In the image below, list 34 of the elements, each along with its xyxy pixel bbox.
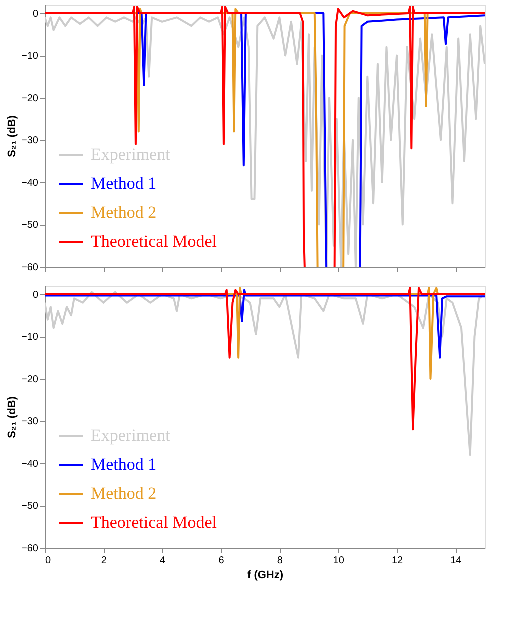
y-tick-label: −50 bbox=[22, 220, 39, 232]
y-tick-label: −50 bbox=[22, 501, 39, 512]
y-tick-label: −10 bbox=[22, 332, 39, 344]
y-tick-label: −20 bbox=[22, 374, 39, 386]
legend-label: Theoretical Model bbox=[91, 513, 218, 532]
y-tick-label: −40 bbox=[22, 178, 39, 189]
legend-label: Method 1 bbox=[91, 174, 157, 193]
legend-label: Method 1 bbox=[91, 455, 157, 474]
y-tick-label: −10 bbox=[22, 51, 39, 62]
y-tick-label: 0 bbox=[32, 290, 39, 301]
line-series bbox=[45, 289, 485, 359]
line-series bbox=[45, 291, 485, 456]
y-axis-title: S₂₁ (dB) bbox=[6, 115, 19, 158]
y-tick-label: −60 bbox=[22, 544, 39, 554]
y-tick-label: −60 bbox=[22, 262, 39, 274]
x-tick-label: 6 bbox=[218, 556, 225, 566]
y-tick-label: −20 bbox=[22, 93, 39, 104]
x-tick-label: 8 bbox=[277, 556, 284, 566]
y-tick-label: −30 bbox=[22, 136, 39, 147]
y-tick-label: −40 bbox=[22, 458, 39, 470]
y-tick-label: −30 bbox=[22, 416, 39, 428]
x-tick-label: 10 bbox=[333, 556, 345, 566]
legend-label: Method 2 bbox=[91, 484, 157, 503]
x-tick-label: 4 bbox=[160, 556, 166, 566]
x-axis-title: f (GHz) bbox=[247, 570, 284, 582]
x-tick-label: 12 bbox=[392, 556, 404, 566]
legend-label: Theoretical Model bbox=[91, 232, 218, 251]
y-tick-label: 0 bbox=[32, 8, 39, 20]
x-tick-label: 0 bbox=[46, 556, 52, 566]
x-tick-label: 14 bbox=[450, 556, 462, 566]
legend-label: Method 2 bbox=[91, 203, 157, 222]
y-axis-title: S₂₁ (dB) bbox=[6, 396, 19, 438]
line-series bbox=[45, 287, 485, 431]
x-tick-label: 2 bbox=[101, 556, 108, 566]
